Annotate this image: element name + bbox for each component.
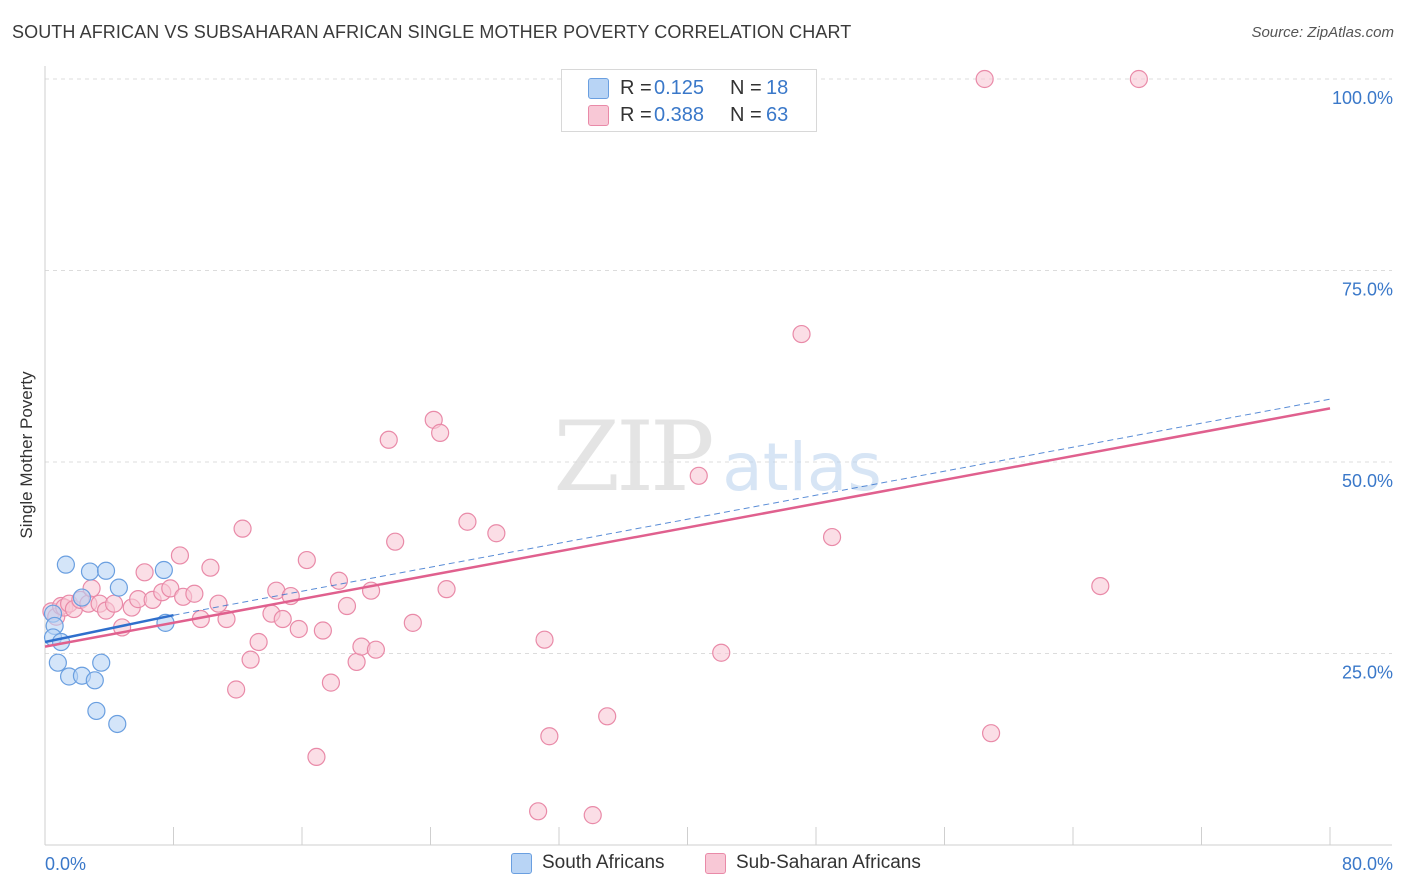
point-sub-saharan-africans (822, 527, 842, 547)
point-south-africans (80, 562, 100, 581)
point-sub-saharan-africans (170, 546, 190, 565)
trend-line-sub-saharan-africans (44, 407, 1331, 648)
point-sub-saharan-africans (366, 640, 385, 659)
blue-swatch (588, 78, 609, 99)
point-sub-saharan-africans (540, 727, 559, 746)
point-sub-saharan-africans (379, 430, 398, 449)
tick-labels: 25.0% 50.0% 75.0% 100.0% 0.0% 80.0% (45, 88, 1393, 874)
y-tick-label: 25.0% (1342, 663, 1393, 683)
point-sub-saharan-africans (403, 613, 422, 632)
point-south-africans (154, 560, 173, 580)
watermark: ZIP atlas (553, 401, 881, 513)
x-tick-label: 0.0% (45, 854, 86, 874)
watermark-zip: ZIP (553, 401, 712, 513)
point-sub-saharan-africans (227, 680, 246, 699)
n-value: 18 (766, 77, 789, 99)
point-sub-saharan-africans (792, 324, 811, 344)
legend-label: South Africans (542, 852, 665, 873)
point-sub-saharan-africans (1129, 69, 1148, 89)
point-sub-saharan-africans (981, 724, 1001, 743)
point-south-africans (85, 671, 104, 690)
point-south-africans (72, 588, 92, 607)
blue-swatch (511, 853, 532, 874)
point-sub-saharan-africans (535, 630, 554, 649)
point-sub-saharan-africans (273, 609, 292, 629)
point-sub-saharan-africans (321, 673, 341, 692)
point-sub-saharan-africans (337, 596, 357, 616)
point-sub-saharan-africans (529, 802, 548, 821)
axes (44, 66, 1392, 846)
point-sub-saharan-africans (233, 519, 252, 538)
y-axis-label-text: Single Mother Poverty (17, 371, 36, 539)
point-sub-saharan-africans (249, 632, 268, 652)
y-tick-label: 50.0% (1342, 471, 1393, 491)
point-sub-saharan-africans (386, 532, 405, 551)
data-points (42, 69, 1148, 825)
r-value: 0.125 (654, 77, 705, 99)
source-label: Source: ZipAtlas.com (1251, 24, 1394, 41)
n-label: N = (730, 104, 762, 126)
gridlines (45, 78, 1392, 654)
point-sub-saharan-africans (458, 512, 477, 531)
pink-swatch (705, 853, 726, 874)
point-sub-saharan-africans (161, 579, 180, 598)
point-sub-saharan-africans (185, 584, 204, 603)
legend-label: Sub-Saharan Africans (736, 852, 921, 873)
chart-title: SOUTH AFRICAN VS SUBSAHARAN AFRICAN SING… (12, 22, 852, 42)
point-sub-saharan-africans (209, 594, 228, 613)
point-sub-saharan-africans (598, 707, 617, 726)
point-sub-saharan-africans (712, 643, 731, 662)
point-sub-saharan-africans (201, 558, 220, 577)
trend-lines (44, 398, 1331, 648)
point-sub-saharan-africans (437, 580, 456, 599)
n-value: 63 (766, 104, 789, 126)
point-south-africans (108, 714, 127, 734)
stats-legend: R = 0.125 N = 18 R = 0.388 N = 63 (561, 69, 817, 132)
point-south-africans (96, 561, 116, 580)
point-south-africans (109, 578, 128, 597)
r-label: R = (620, 104, 652, 126)
point-sub-saharan-africans (313, 621, 332, 640)
y-tick-label: 75.0% (1342, 280, 1393, 300)
point-sub-saharan-africans (289, 619, 308, 639)
point-sub-saharan-africans (135, 563, 154, 582)
r-label: R = (620, 77, 652, 99)
n-label: N = (730, 77, 762, 99)
trend-line-south-africans (44, 613, 174, 644)
point-south-africans (87, 701, 106, 721)
x-tick-label: 80.0% (1342, 854, 1393, 874)
point-sub-saharan-africans (975, 69, 994, 89)
point-sub-saharan-africans (347, 652, 366, 672)
point-sub-saharan-africans (329, 571, 349, 590)
trend-line-south-africans-extended (173, 398, 1331, 616)
point-south-africans (92, 653, 111, 672)
point-sub-saharan-africans (1091, 576, 1110, 596)
point-south-africans (56, 555, 75, 574)
point-south-africans (48, 653, 67, 672)
point-sub-saharan-africans (297, 550, 316, 570)
watermark-atlas: atlas (722, 429, 882, 506)
point-sub-saharan-africans (583, 806, 602, 825)
point-sub-saharan-africans (241, 650, 260, 669)
r-value: 0.388 (654, 104, 705, 126)
y-axis-label: Single Mother Poverty (17, 288, 37, 538)
point-sub-saharan-africans (307, 747, 326, 767)
y-tick-label: 100.0% (1332, 88, 1393, 108)
point-sub-saharan-africans (487, 524, 506, 543)
point-sub-saharan-africans (431, 423, 450, 442)
pink-swatch (588, 105, 609, 126)
point-sub-saharan-africans (104, 594, 124, 613)
point-sub-saharan-africans (689, 466, 708, 485)
